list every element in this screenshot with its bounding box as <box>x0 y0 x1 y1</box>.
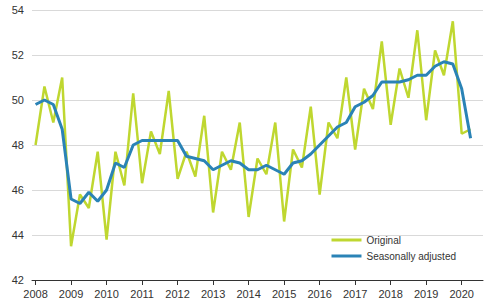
svg-text:2013: 2013 <box>201 288 225 300</box>
svg-text:50: 50 <box>12 94 24 106</box>
svg-text:2012: 2012 <box>165 288 189 300</box>
svg-text:2016: 2016 <box>307 288 331 300</box>
svg-text:Original: Original <box>366 235 400 246</box>
svg-text:42: 42 <box>12 274 24 286</box>
svg-text:Seasonally adjusted: Seasonally adjusted <box>366 251 456 262</box>
svg-text:54: 54 <box>12 4 24 16</box>
svg-text:2020: 2020 <box>449 288 473 300</box>
svg-text:2018: 2018 <box>378 288 402 300</box>
svg-text:2014: 2014 <box>236 288 260 300</box>
svg-text:2011: 2011 <box>130 288 154 300</box>
svg-text:48: 48 <box>12 139 24 151</box>
svg-text:2015: 2015 <box>272 288 296 300</box>
svg-text:2009: 2009 <box>59 288 83 300</box>
svg-text:2019: 2019 <box>414 288 438 300</box>
svg-text:2017: 2017 <box>343 288 367 300</box>
svg-text:52: 52 <box>12 49 24 61</box>
svg-text:2010: 2010 <box>94 288 118 300</box>
svg-text:46: 46 <box>12 184 24 196</box>
svg-text:44: 44 <box>12 229 24 241</box>
svg-text:2008: 2008 <box>23 288 47 300</box>
